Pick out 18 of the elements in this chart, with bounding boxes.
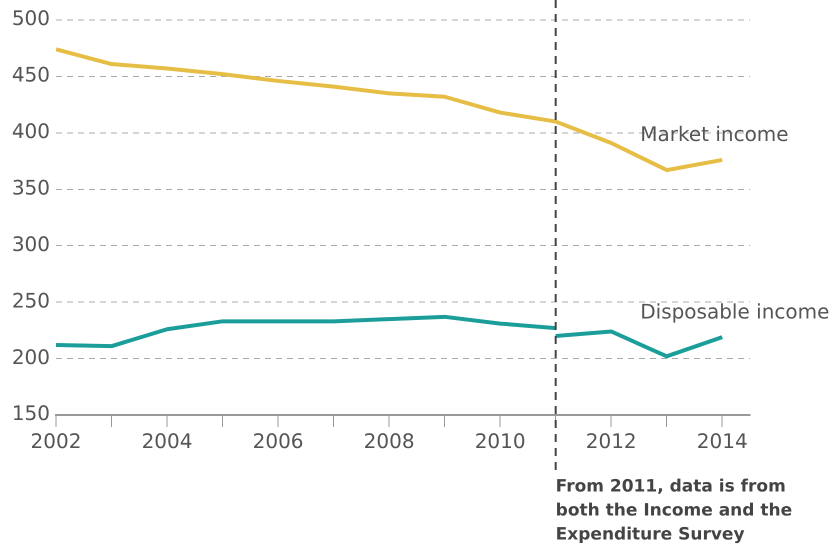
- series-label: Disposable income: [640, 299, 830, 324]
- x-tick-label: 2014: [696, 429, 748, 454]
- x-tick-label: 2006: [252, 429, 304, 454]
- ref-line-label: From 2011, data is from both the Income and the Expenditure Survey: [556, 476, 792, 544]
- y-tick-label: 500: [12, 6, 50, 30]
- x-tick-label: 2002: [30, 429, 82, 454]
- y-tick-label: 450: [12, 62, 50, 87]
- y-tick-label: 350: [12, 175, 50, 200]
- series-label: Market income: [640, 122, 789, 146]
- x-tick-label: 2004: [142, 429, 192, 454]
- y-tick-label: 300: [12, 232, 50, 256]
- x-tick-label: 2012: [586, 429, 637, 454]
- y-tick-label: 250: [12, 288, 50, 312]
- y-tick-label: 400: [12, 119, 50, 144]
- y-tick-label: 150: [12, 401, 50, 426]
- y-tick-label: 200: [12, 344, 50, 369]
- x-tick-label: 2010: [474, 429, 526, 454]
- x-tick-label: 2008: [364, 429, 415, 454]
